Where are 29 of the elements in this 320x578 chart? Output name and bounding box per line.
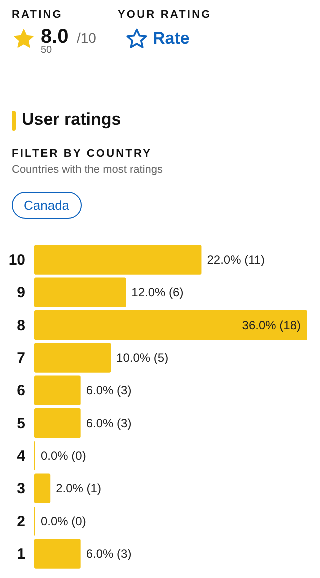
y-tick-label: 4 bbox=[17, 448, 26, 465]
data-label: 10.0% (5) bbox=[116, 351, 169, 365]
data-label: 6.0% (3) bbox=[86, 416, 132, 430]
y-tick-label: 10 bbox=[8, 252, 26, 270]
text: YOUR RATING bbox=[118, 9, 212, 21]
y-tick-label: 1 bbox=[17, 546, 26, 563]
y-tick-label: 8 bbox=[17, 317, 26, 334]
data-label: 2.0% (1) bbox=[56, 482, 102, 496]
text: FILTER BY COUNTRY bbox=[12, 148, 152, 160]
text: Canada bbox=[12, 192, 82, 219]
text: RATING bbox=[12, 9, 63, 21]
y-tick-label: 7 bbox=[17, 350, 26, 367]
y-tick-label: 9 bbox=[17, 284, 26, 302]
text: /10 bbox=[77, 30, 96, 46]
y-tick-label: 6 bbox=[17, 382, 26, 400]
data-label: 36.0% (18) bbox=[242, 318, 301, 332]
text: Rate bbox=[153, 29, 190, 49]
data-label: 22.0% (11) bbox=[207, 253, 266, 268]
data-label: 6.0% (3) bbox=[86, 546, 132, 561]
text: Countries with the most ratings bbox=[12, 164, 164, 176]
data-label: 0.0% (0) bbox=[41, 449, 86, 463]
data-label: 12.0% (6) bbox=[132, 286, 184, 300]
y-tick-label: 3 bbox=[17, 480, 26, 498]
y-tick-label: 5 bbox=[17, 415, 26, 432]
chart-title: User ratings bbox=[22, 110, 122, 130]
text: 50 bbox=[41, 45, 52, 56]
y-tick-label: 2 bbox=[17, 513, 26, 530]
data-label: 6.0% (3) bbox=[86, 384, 132, 398]
data-label: 0.0% (0) bbox=[41, 514, 86, 528]
